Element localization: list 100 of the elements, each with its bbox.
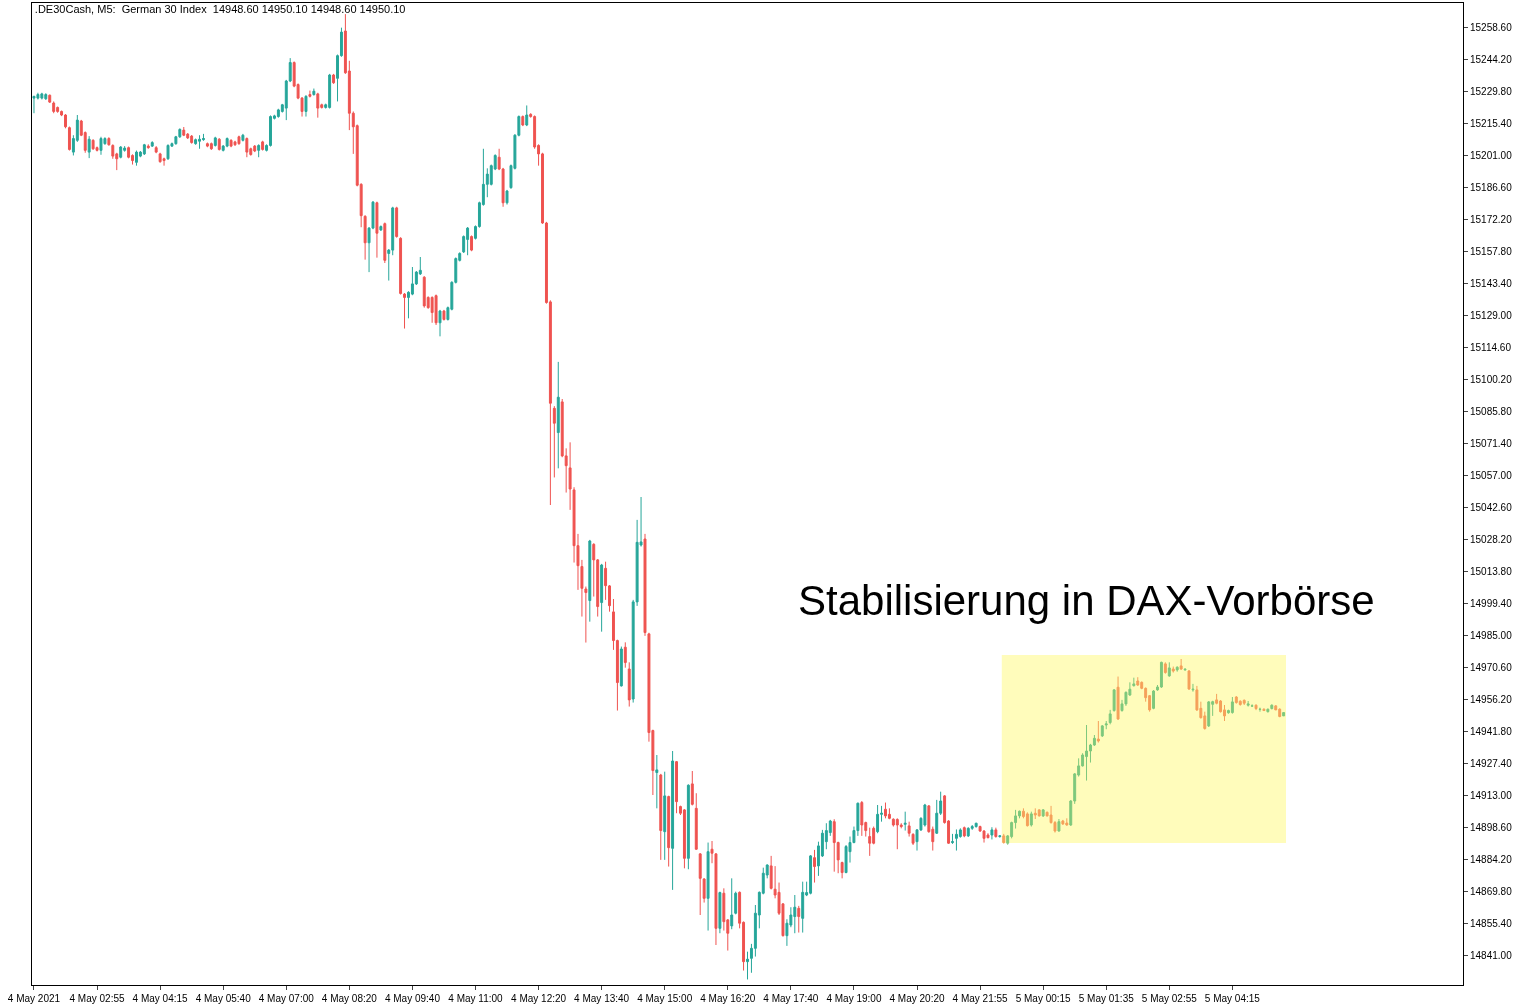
x-tick-label: 4 May 17:40 xyxy=(763,993,819,1004)
candlestick xyxy=(1183,667,1187,672)
candlestick xyxy=(316,92,320,119)
candlestick xyxy=(1136,676,1140,687)
candlestick xyxy=(954,828,958,852)
candlestick xyxy=(1278,707,1282,718)
candlestick xyxy=(1187,669,1191,691)
candlestick xyxy=(1112,688,1116,713)
candlestick xyxy=(813,849,816,884)
candlestick xyxy=(718,891,722,934)
candlestick xyxy=(1085,724,1088,782)
candlestick xyxy=(442,309,446,322)
candlestick xyxy=(990,826,994,840)
y-tick-label: 15129.00 xyxy=(1470,309,1513,321)
candlestick xyxy=(1041,808,1045,818)
candlestick xyxy=(876,804,880,834)
y-tick-label: 15172.20 xyxy=(1470,213,1513,225)
y-tick-label: 14884.20 xyxy=(1470,853,1513,865)
candlestick xyxy=(974,822,978,828)
candlestick xyxy=(44,92,48,100)
candlestick xyxy=(801,881,805,934)
candlestick xyxy=(1207,700,1211,728)
candlestick xyxy=(706,842,710,932)
candlestick xyxy=(793,894,797,934)
candlestick xyxy=(162,157,166,167)
y-tick-label: 14898.60 xyxy=(1470,821,1513,833)
x-tick-label: 5 May 01:35 xyxy=(1078,993,1135,1004)
x-tick-label: 4 May 08:20 xyxy=(321,993,378,1004)
y-tick-label: 14913.00 xyxy=(1470,789,1513,801)
candlestick xyxy=(158,152,162,164)
x-tick-label: 4 May 2021 xyxy=(7,993,61,1004)
y-tick-label: 14941.80 xyxy=(1470,725,1513,737)
candlestick xyxy=(627,661,631,708)
candlestick xyxy=(1065,817,1069,827)
x-tick-label: 4 May 12:20 xyxy=(511,993,567,1004)
y-tick-label: 15215.40 xyxy=(1470,117,1513,129)
x-tick-label: 4 May 02:55 xyxy=(69,993,125,1004)
candlestick xyxy=(1152,689,1156,710)
candlestick xyxy=(623,641,627,669)
candlestick xyxy=(600,563,604,633)
candlestick xyxy=(1230,696,1234,715)
candlestick xyxy=(1234,695,1238,705)
candlestick xyxy=(438,309,442,337)
candlestick xyxy=(1175,665,1179,673)
y-tick-label: 14855.40 xyxy=(1470,917,1513,929)
x-tick-label: 4 May 20:20 xyxy=(889,993,945,1004)
y-tick-label: 15244.20 xyxy=(1470,53,1513,65)
x-tick-label: 5 May 02:55 xyxy=(1141,993,1198,1004)
candlestick xyxy=(1238,700,1242,707)
candlestick xyxy=(64,113,67,129)
x-tick-label: 4 May 16:20 xyxy=(700,993,756,1004)
x-tick-label: 4 May 21:55 xyxy=(952,993,1009,1004)
candlestick xyxy=(734,891,738,915)
y-tick-label: 15157.80 xyxy=(1470,245,1513,257)
candlestick xyxy=(1002,833,1006,845)
candlestick xyxy=(142,143,146,156)
candlestick xyxy=(245,136,249,158)
candlestick xyxy=(619,646,623,688)
annotation: Stabilisierung in DAX-Vorbörse xyxy=(798,577,1375,624)
candlestick xyxy=(1179,658,1183,671)
candlestick xyxy=(671,750,675,891)
candlestick xyxy=(840,861,844,879)
candlestick xyxy=(91,138,95,151)
candlestick xyxy=(690,770,694,806)
y-tick-label: 14999.40 xyxy=(1470,597,1513,609)
candlestick xyxy=(257,143,261,158)
candlestick xyxy=(730,877,734,930)
candlestick xyxy=(1254,704,1258,711)
y-tick-label: 15229.80 xyxy=(1470,85,1513,97)
candlestick xyxy=(135,150,138,167)
candlestick xyxy=(860,800,864,837)
candlestick xyxy=(552,405,556,478)
candlestick xyxy=(190,134,194,145)
x-tick-label: 4 May 15:00 xyxy=(637,993,693,1004)
y-tick-label: 14970.60 xyxy=(1470,661,1513,673)
candlestick xyxy=(383,222,387,264)
candlestick xyxy=(217,137,221,152)
candlestick xyxy=(332,73,336,85)
candlestick xyxy=(1037,808,1041,818)
chart-title: .DE30Cash, M5: German 30 Index 14948.60 14950.10 14948.60 14950.10 xyxy=(34,2,406,15)
y-tick-label: 15042.60 xyxy=(1470,501,1513,513)
y-tick-label: 14927.40 xyxy=(1470,757,1513,769)
candlestick xyxy=(166,143,170,161)
candlestick xyxy=(1159,661,1163,689)
candlestick xyxy=(146,143,150,150)
candlestick xyxy=(229,138,233,148)
candlestick xyxy=(951,833,954,845)
y-tick-label: 15258.60 xyxy=(1470,21,1513,33)
candlestick xyxy=(213,136,217,148)
candlestick xyxy=(675,760,679,814)
candlestick xyxy=(1057,818,1061,833)
candlestick xyxy=(982,829,986,844)
candlestick xyxy=(1270,703,1274,710)
candlestick xyxy=(67,126,71,152)
x-tick-label: 4 May 13:40 xyxy=(574,993,630,1004)
candlestick xyxy=(895,817,899,850)
candlestick xyxy=(395,206,399,239)
candlestick xyxy=(923,803,927,828)
candlestick xyxy=(308,90,312,98)
candlestick xyxy=(182,126,186,137)
